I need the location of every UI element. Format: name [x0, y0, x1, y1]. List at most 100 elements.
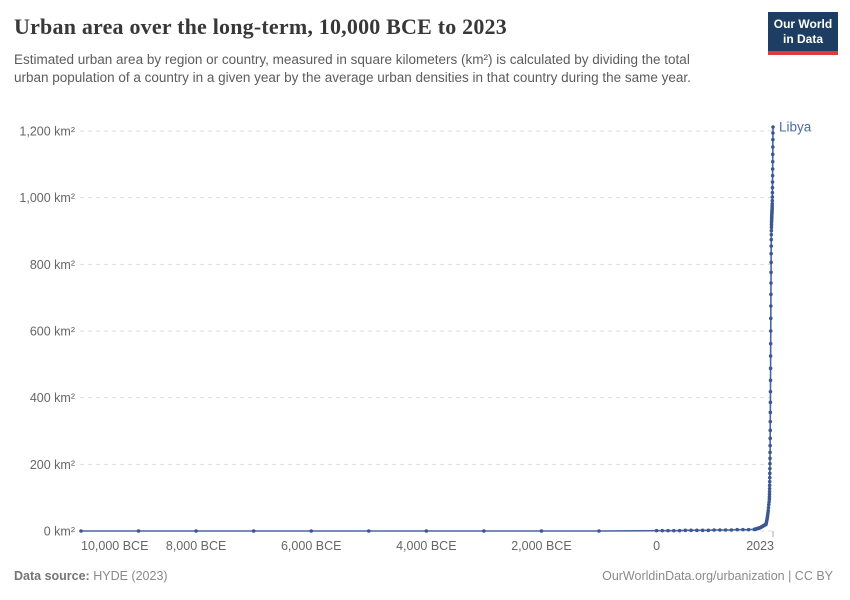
data-point [597, 529, 601, 533]
data-point [768, 400, 773, 405]
data-point [767, 489, 772, 494]
data-point [768, 443, 772, 448]
x-tick-label: 2023 [746, 539, 774, 553]
data-point [769, 225, 774, 230]
data-point [768, 329, 773, 333]
y-axis-labels: 0 km² 200 km² 400 km² 600 km² 800 km² 1,000 k… [19, 125, 75, 539]
data-point [766, 505, 771, 510]
data-point [672, 528, 676, 533]
data-point [677, 528, 682, 533]
data-point [689, 528, 693, 533]
data-point [768, 354, 773, 358]
data-point [766, 508, 771, 513]
y-tick-label: 600 km² [30, 325, 75, 339]
footer-attribution-link[interactable]: OurWorldinData.org/urbanization | CC BY [602, 569, 833, 583]
data-point [767, 479, 772, 484]
entity-label[interactable]: Libya [779, 120, 812, 135]
data-point [309, 529, 314, 533]
data-point [769, 251, 773, 256]
data-point [768, 419, 773, 424]
gridlines [80, 130, 773, 532]
series-line[interactable] [81, 126, 774, 532]
page-title: Urban area over the long-term, 10,000 BC… [14, 14, 507, 39]
data-point [424, 529, 429, 533]
data-point [768, 456, 772, 461]
y-tick-label: 1,000 km² [19, 191, 75, 205]
y-tick-label: 1,200 km² [19, 125, 75, 139]
data-point [482, 529, 486, 533]
data-point [251, 529, 256, 533]
data-point [770, 180, 775, 184]
data-point [770, 152, 775, 157]
owid-logo-line1: Our World [773, 17, 833, 31]
data-point [767, 486, 772, 491]
data-point [770, 185, 775, 190]
data-point [767, 492, 772, 497]
data-point [770, 195, 775, 199]
data-source-value: HYDE (2023) [93, 569, 168, 583]
x-tick-label: 8,000 BCE [166, 539, 226, 553]
data-point [768, 436, 772, 441]
data-point [666, 528, 670, 533]
data-point [735, 527, 739, 532]
data-point [771, 137, 775, 142]
data-point [768, 389, 773, 394]
data-point [767, 502, 771, 507]
data-point [769, 304, 773, 308]
data-point [771, 131, 775, 135]
data-point [770, 159, 775, 164]
y-tick-label: 800 km² [30, 258, 75, 272]
data-point [768, 366, 773, 371]
data-point [769, 244, 774, 248]
data-point [768, 410, 773, 415]
data-point [769, 260, 773, 265]
chart-subtitle: Estimated urban area by region or countr… [14, 52, 691, 85]
x-axis-labels: 10,000 BCE 8,000 BCE 6,000 BCE 4,000 BCE 2,0… [81, 531, 774, 553]
data-point [539, 529, 544, 533]
owid-logo: Our World in Data [768, 12, 838, 55]
x-tick-label: 0 [653, 539, 660, 553]
data-point [695, 528, 699, 533]
data-point [768, 428, 773, 433]
data-point [767, 500, 771, 504]
data-point [770, 167, 775, 171]
data-point [769, 237, 774, 242]
data-point [769, 292, 773, 297]
data-point [770, 190, 775, 195]
data-point [771, 125, 775, 129]
data-source-label: Data source: [14, 569, 90, 583]
series-libya[interactable]: Libya [79, 120, 812, 533]
data-point [767, 495, 772, 499]
data-point [746, 527, 751, 532]
y-tick-label: 200 km² [30, 458, 75, 472]
data-point [769, 232, 774, 237]
data-point [769, 316, 773, 321]
data-point [729, 528, 734, 532]
data-point [768, 461, 772, 466]
data-point [366, 529, 371, 533]
y-tick-label: 0 km² [44, 525, 75, 539]
data-point [723, 528, 728, 532]
data-point [770, 201, 775, 206]
x-tick-label: 2,000 BCE [511, 539, 571, 553]
data-point [194, 529, 198, 533]
x-tick-label: 6,000 BCE [281, 539, 341, 553]
data-point [706, 528, 711, 533]
data-point [771, 145, 775, 149]
data-point [767, 475, 772, 480]
data-point [741, 527, 745, 532]
data-point [769, 281, 773, 285]
data-point [770, 173, 775, 178]
data-point [136, 529, 141, 533]
data-point [79, 529, 83, 533]
data-point [660, 528, 665, 533]
data-point [768, 466, 772, 471]
y-tick-label: 400 km² [30, 391, 75, 405]
x-tick-label: 4,000 BCE [396, 539, 456, 553]
data-source-note: Data source: HYDE (2023) [14, 569, 168, 583]
data-point [767, 483, 772, 488]
data-point [768, 471, 772, 476]
data-point [718, 528, 722, 532]
data-point [768, 341, 773, 346]
